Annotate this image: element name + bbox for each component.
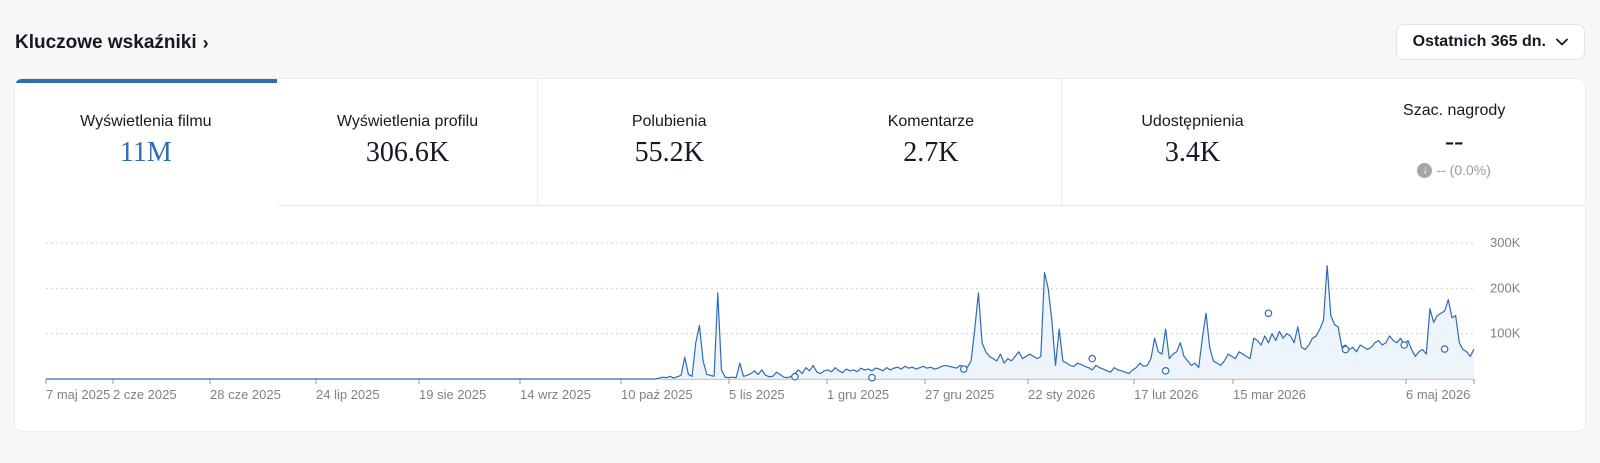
x-tick-label: 5 lis 2025	[729, 387, 785, 402]
metric-tab-estimated-rewards[interactable]: Szac. nagrody -- ↓ -- (0.0%)	[1323, 79, 1585, 205]
y-tick-label: 200K	[1490, 280, 1521, 295]
data-point-marker	[959, 365, 968, 373]
metric-value: --	[1444, 126, 1464, 157]
series-area	[46, 265, 1474, 379]
x-tick-label: 1 gru 2025	[827, 387, 889, 402]
metric-value: 55.2K	[634, 137, 704, 168]
y-tick-label: 300K	[1490, 235, 1521, 250]
x-tick-label: 17 lut 2026	[1134, 387, 1198, 402]
views-chart-svg: 100K 200K 300K 7 maj 2025 2 cze 2025 28 cze 2…	[45, 235, 1521, 402]
data-point-marker	[1264, 309, 1273, 318]
x-tick-label: 2 cze 2025	[113, 387, 177, 402]
x-tick-label: 14 wrz 2025	[520, 387, 591, 402]
metric-label: Komentarze	[887, 113, 974, 130]
date-range-dropdown[interactable]: Ostatnich 365 dn.	[1395, 24, 1585, 60]
x-tick-label: 22 sty 2026	[1028, 387, 1095, 402]
chevron-down-icon	[1556, 38, 1568, 46]
x-tick-label: 27 gru 2025	[925, 387, 994, 402]
metric-tab-profile-views[interactable]: Wyświetlenia profilu 306.6K	[277, 79, 539, 205]
data-point-marker	[1341, 345, 1350, 354]
metric-delta: ↓ -- (0.0%)	[1417, 162, 1491, 178]
data-point-marker	[1088, 354, 1097, 363]
metric-value: 3.4K	[1164, 137, 1221, 168]
metric-label: Udostępnienia	[1141, 113, 1244, 130]
metric-label: Wyświetlenia filmu	[80, 113, 212, 130]
metric-label: Wyświetlenia profilu	[336, 113, 479, 130]
metric-tab-comments[interactable]: Komentarze 2.7K	[800, 79, 1062, 205]
x-tick-label: 28 cze 2025	[210, 387, 281, 402]
series-line	[46, 265, 1475, 380]
metric-tab-likes[interactable]: Polubienia 55.2K	[538, 79, 800, 205]
metric-label: Polubienia	[631, 113, 707, 130]
chevron-right-icon: ›	[202, 33, 209, 53]
data-point-marker	[1161, 367, 1170, 375]
x-tick-label: 19 sie 2025	[419, 387, 486, 402]
key-metrics-title-link[interactable]: Kluczowe wskaźniki ›	[15, 32, 209, 54]
page-title: Kluczowe wskaźniki	[15, 32, 197, 53]
key-metrics-header: Kluczowe wskaźniki › Ostatnich 365 dn.	[15, 24, 1585, 60]
metric-tabs: Wyświetlenia filmu 11M Wyświetlenia prof…	[15, 79, 1585, 206]
data-point-marker	[791, 372, 799, 381]
metric-tab-shares[interactable]: Udostępnienia 3.4K	[1062, 79, 1324, 205]
metric-value: 11M	[119, 137, 172, 168]
x-tick-label: 15 mar 2026	[1233, 387, 1306, 402]
y-tick-label: 100K	[1490, 326, 1521, 341]
metric-value: 2.7K	[903, 137, 959, 168]
x-tick-label: 6 maj 2026	[1406, 387, 1470, 402]
metric-value: 306.6K	[365, 137, 450, 168]
arrow-down-icon: ↓	[1417, 162, 1433, 178]
x-tick-label: 7 maj 2025	[46, 387, 110, 402]
date-range-label: Ostatnich 365 dn.	[1412, 33, 1546, 50]
x-tick-label: 24 lip 2025	[316, 387, 380, 402]
data-point-marker	[1440, 345, 1449, 353]
x-tick-label: 10 paź 2025	[621, 387, 693, 402]
metrics-card: Wyświetlenia filmu 11M Wyświetlenia prof…	[14, 78, 1586, 432]
views-chart[interactable]: 100K 200K 300K 7 maj 2025 2 cze 2025 28 cze 2…	[15, 207, 1585, 431]
metric-delta-text: -- (0.0%)	[1436, 162, 1491, 178]
metric-label: Szac. nagrody	[1403, 102, 1506, 119]
data-point-marker	[868, 373, 876, 382]
data-point-marker	[1400, 341, 1409, 349]
metric-tab-video-views[interactable]: Wyświetlenia filmu 11M	[15, 79, 277, 206]
